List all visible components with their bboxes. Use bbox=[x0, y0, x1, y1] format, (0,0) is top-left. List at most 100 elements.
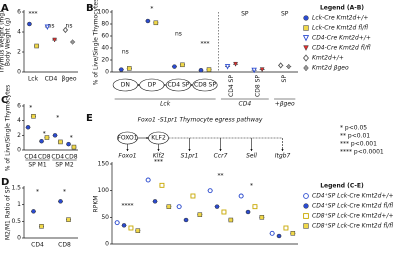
y-tick-label: 100 bbox=[98, 9, 110, 16]
dot bbox=[252, 204, 258, 210]
dot bbox=[152, 199, 158, 204]
dot bbox=[228, 217, 234, 223]
dot bbox=[71, 144, 77, 150]
dot bbox=[66, 217, 71, 222]
dot bbox=[145, 177, 151, 183]
dot bbox=[31, 114, 36, 119]
dot bbox=[238, 193, 244, 199]
group-label: Lck bbox=[160, 101, 171, 108]
dot bbox=[135, 228, 141, 233]
note: * p<0.05 bbox=[340, 125, 367, 132]
x-tick-label: SP bbox=[281, 75, 288, 83]
dot bbox=[70, 39, 75, 45]
legend-title: Legend (C-E) bbox=[320, 183, 364, 190]
annotation: *** bbox=[201, 41, 210, 48]
x-tick-label: CD4 SP bbox=[167, 82, 189, 89]
y-axis-label: Body Weight (g) bbox=[5, 18, 12, 66]
y-tick-label: 4 bbox=[17, 29, 21, 36]
dot bbox=[44, 135, 50, 140]
annotation: *** bbox=[154, 159, 163, 166]
dot bbox=[198, 67, 204, 73]
annotation: SP bbox=[281, 11, 289, 18]
dot bbox=[39, 138, 44, 144]
legend-label: CD4⁺SP Lck-Cre Kmt2d fl/fl bbox=[312, 203, 393, 210]
y-tick-label: 4 bbox=[17, 117, 21, 124]
pathway-arrow bbox=[168, 137, 284, 152]
x-tick-label: CD8 SP bbox=[255, 75, 262, 97]
x-tick-label: CD8 bbox=[38, 154, 51, 161]
legend-marker bbox=[303, 64, 309, 72]
legend-label: Kmt2d+/+ bbox=[312, 55, 344, 62]
y-axis-label: Thymus Weight (mg) bbox=[0, 11, 6, 75]
y-tick-label: 0 bbox=[17, 235, 21, 242]
dot bbox=[190, 193, 196, 199]
y-tick-label: 40 bbox=[101, 45, 109, 52]
legend-label: CD4-Cre Kmt2d fl/fl bbox=[312, 45, 371, 52]
dot bbox=[62, 26, 68, 34]
dot bbox=[128, 225, 134, 231]
x-tick-label: CD4 SP bbox=[228, 75, 235, 97]
legend-marker bbox=[303, 223, 309, 229]
legend-marker bbox=[303, 193, 309, 199]
group-label: CD4 bbox=[239, 101, 252, 108]
note: *** p<0.001 bbox=[340, 141, 377, 148]
x-tick-label: S1pr1 bbox=[181, 153, 199, 160]
dot bbox=[283, 225, 289, 231]
dot bbox=[34, 43, 39, 49]
dot bbox=[52, 133, 58, 138]
dot bbox=[286, 63, 292, 70]
dot bbox=[269, 230, 275, 236]
dot bbox=[183, 217, 189, 223]
dot bbox=[276, 233, 282, 239]
dot bbox=[251, 67, 257, 74]
y-tick-label: 0 bbox=[105, 241, 109, 248]
x-tick-label: Klf2 bbox=[153, 153, 165, 160]
dot bbox=[25, 125, 31, 130]
group-label: SP M2 bbox=[55, 162, 74, 169]
x-tick-label: βgeo bbox=[62, 76, 77, 83]
x-tick-label: CD4 bbox=[51, 154, 64, 161]
chart-title: Foxo1 -S1pr1 Thymocyte egress pathway bbox=[138, 117, 263, 124]
y-tick-label: 0 bbox=[105, 69, 109, 76]
y-tick-label: 1.5 bbox=[11, 185, 21, 192]
dot bbox=[119, 67, 124, 72]
annotation: SP bbox=[241, 11, 249, 18]
y-tick-label: 80 bbox=[101, 21, 109, 28]
dot bbox=[27, 21, 32, 27]
y-tick-label: 6 bbox=[17, 103, 21, 110]
y-axis-label: % of Live/Single Thymocytes bbox=[5, 85, 12, 171]
panel-label: E bbox=[86, 113, 93, 124]
dot bbox=[166, 204, 172, 209]
legend-marker bbox=[303, 25, 309, 31]
panel-label: C bbox=[1, 95, 8, 106]
x-tick-label: Foxo1 bbox=[118, 153, 136, 160]
x-tick-label: CD4 bbox=[24, 154, 37, 161]
annotation: * bbox=[250, 183, 253, 190]
y-tick-label: 2 bbox=[17, 132, 21, 139]
dot bbox=[214, 204, 220, 209]
legend-label: CD8⁺SP Lck-Cre Kmt2d+/+ bbox=[312, 213, 394, 220]
legend-marker bbox=[303, 15, 309, 21]
annotation: * bbox=[43, 131, 46, 138]
annotation: **** bbox=[122, 203, 134, 210]
pathway-label: KLF2 bbox=[151, 135, 166, 142]
annotation: * bbox=[150, 6, 153, 13]
x-tick-label: CD8 bbox=[58, 242, 71, 249]
annotation: * bbox=[70, 135, 73, 142]
dot bbox=[114, 220, 120, 226]
x-tick-label: CD8 SP bbox=[194, 82, 216, 89]
dot bbox=[153, 20, 159, 26]
annotation: * bbox=[36, 189, 39, 196]
group-label: SP M1 bbox=[28, 162, 47, 169]
legend-marker bbox=[303, 203, 309, 209]
dot bbox=[180, 62, 185, 68]
dot bbox=[221, 209, 227, 215]
legend-marker bbox=[303, 54, 309, 62]
y-tick-label: 2 bbox=[17, 49, 21, 56]
y-tick-label: 20 bbox=[101, 57, 109, 64]
dot bbox=[259, 215, 265, 220]
note: **** p<0.0001 bbox=[340, 149, 384, 156]
annotation: ns bbox=[175, 31, 182, 38]
y-axis-label: M2/M1 Ratio of SP bbox=[5, 185, 12, 240]
legend-label: Kmt2d βgeo bbox=[312, 65, 349, 72]
